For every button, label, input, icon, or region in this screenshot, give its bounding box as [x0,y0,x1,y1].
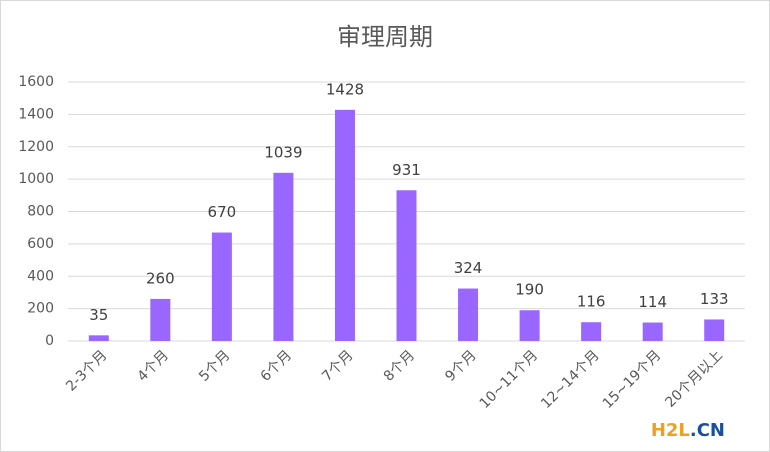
data-label: 35 [89,306,108,324]
y-tick-label: 400 [27,268,54,284]
y-tick-label: 200 [27,301,54,317]
bar [150,298,171,341]
data-label: 1039 [264,143,302,161]
y-tick-label: 0 [45,333,54,349]
y-tick-label: 1200 [18,139,54,155]
data-label: 670 [208,203,237,221]
bar [704,319,725,341]
data-label: 114 [638,293,667,311]
data-label: 190 [515,281,544,299]
data-label: 1428 [326,80,364,98]
bar [581,322,602,341]
y-tick-label: 600 [27,236,54,252]
y-tick-label: 800 [27,204,54,220]
bar [642,322,663,341]
watermark: H2L.CN [651,420,725,441]
data-label: 133 [700,290,729,308]
bar [334,109,355,341]
data-label: 116 [577,293,606,311]
chart-title: 审理周期 [337,23,433,51]
bar [458,288,479,341]
data-label: 260 [146,269,175,287]
bar [519,310,540,341]
data-label: 324 [454,259,483,277]
y-tick-label: 1400 [18,106,54,122]
bar [88,335,109,341]
y-tick-label: 1600 [18,74,54,90]
y-tick-label: 1000 [18,171,54,187]
data-label: 931 [392,161,421,179]
bar [396,190,417,341]
bar [273,172,294,341]
bar [211,232,232,341]
